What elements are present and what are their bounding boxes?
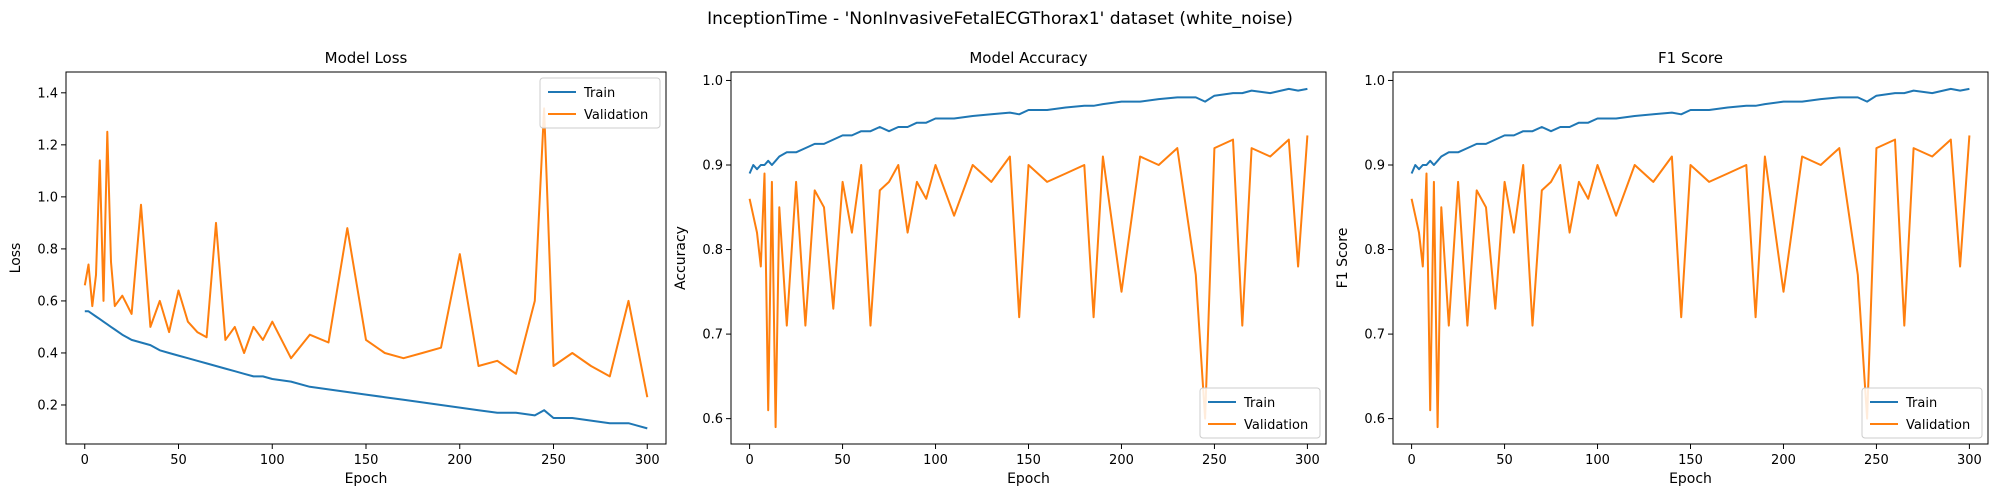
y-tick-label: 0.6 bbox=[702, 412, 723, 427]
y-tick-label: 0.2 bbox=[37, 398, 58, 413]
y-tick-label: 0.9 bbox=[702, 159, 723, 174]
y-tick-label: 0.4 bbox=[37, 346, 58, 361]
x-tick-label: 50 bbox=[834, 453, 851, 468]
series-line-train bbox=[748, 87, 1308, 174]
legend-label-validation: Validation bbox=[1244, 418, 1308, 433]
figure-suptitle: InceptionTime - 'NonInvasiveFetalECGThor… bbox=[707, 9, 1293, 29]
x-tick-label: 150 bbox=[1678, 453, 1703, 468]
legend: Train Validation bbox=[1861, 387, 1983, 439]
legend-box bbox=[539, 77, 661, 129]
y-tick-label: 0.8 bbox=[37, 242, 58, 257]
x-tick-label: 50 bbox=[1496, 453, 1513, 468]
y-tick-label: 1.0 bbox=[37, 190, 58, 205]
legend-box bbox=[1861, 387, 1983, 439]
y-tick-label: 0.8 bbox=[702, 243, 723, 258]
x-tick-label: 200 bbox=[447, 453, 472, 468]
chart-panel: Model Loss 0 50 100 150 200 250 300 0.2 0.4 0.6 0.8… bbox=[8, 49, 667, 487]
y-tick-label: 0.6 bbox=[37, 294, 58, 309]
chart-panel: Model Accuracy 0 50 100 150 200 250 300 0.6 0.7 0.… bbox=[673, 49, 1327, 487]
series-line-validation bbox=[1410, 135, 1971, 429]
x-tick-label: 0 bbox=[1407, 453, 1415, 468]
series-line-train bbox=[1410, 87, 1970, 174]
x-axis-label: Epoch bbox=[1669, 471, 1712, 487]
x-axis-label: Epoch bbox=[345, 471, 388, 487]
y-tick-label: 0.6 bbox=[1364, 412, 1385, 427]
x-tick-label: 100 bbox=[260, 453, 285, 468]
legend-label-validation: Validation bbox=[584, 108, 648, 123]
panels: Model Loss 0 50 100 150 200 250 300 0.2 0.4 0.6 0.8… bbox=[8, 49, 1989, 487]
x-tick-label: 100 bbox=[923, 453, 948, 468]
chart-panel: F1 Score 0 50 100 150 200 250 300 0.6 0.7 0.8 0.9 1.… bbox=[1335, 49, 1989, 487]
x-tick-label: 250 bbox=[541, 453, 566, 468]
y-tick-label: 0.9 bbox=[1364, 159, 1385, 174]
y-axis-label: Accuracy bbox=[673, 226, 689, 290]
legend-label-train: Train bbox=[1905, 396, 1937, 411]
x-tick-label: 250 bbox=[1864, 453, 1889, 468]
series-line-validation bbox=[748, 135, 1309, 429]
x-tick-label: 0 bbox=[745, 453, 753, 468]
legend-label-train: Train bbox=[583, 86, 615, 101]
y-tick-label: 1.4 bbox=[37, 86, 58, 101]
x-tick-label: 200 bbox=[1109, 453, 1134, 468]
legend: Train Validation bbox=[1199, 387, 1321, 439]
chart-title: Model Accuracy bbox=[969, 49, 1087, 67]
x-tick-label: 150 bbox=[354, 453, 379, 468]
y-tick-label: 1.2 bbox=[37, 138, 58, 153]
y-axis-label: F1 Score bbox=[1335, 228, 1351, 289]
x-tick-label: 250 bbox=[1202, 453, 1227, 468]
x-tick-label: 300 bbox=[635, 453, 660, 468]
y-axis-label: Loss bbox=[8, 243, 24, 274]
series-line-validation bbox=[83, 107, 649, 398]
x-tick-label: 200 bbox=[1771, 453, 1796, 468]
chart-title: Model Loss bbox=[325, 49, 408, 67]
y-tick-label: 1.0 bbox=[702, 74, 723, 89]
x-tick-label: 100 bbox=[1585, 453, 1610, 468]
x-tick-label: 300 bbox=[1295, 453, 1320, 468]
y-tick-label: 0.8 bbox=[1364, 243, 1385, 258]
y-tick-label: 0.7 bbox=[1364, 328, 1385, 343]
x-axis-label: Epoch bbox=[1007, 471, 1050, 487]
x-tick-label: 0 bbox=[81, 453, 89, 468]
x-tick-label: 50 bbox=[170, 453, 187, 468]
chart-title: F1 Score bbox=[1658, 49, 1723, 67]
y-tick-label: 0.7 bbox=[702, 328, 723, 343]
legend-box bbox=[1199, 387, 1321, 439]
x-tick-label: 150 bbox=[1016, 453, 1041, 468]
legend-label-train: Train bbox=[1243, 396, 1275, 411]
series-line-train bbox=[84, 310, 648, 430]
x-tick-label: 300 bbox=[1957, 453, 1982, 468]
legend: Train Validation bbox=[539, 77, 661, 129]
y-tick-label: 1.0 bbox=[1364, 74, 1385, 89]
legend-label-validation: Validation bbox=[1906, 418, 1970, 433]
